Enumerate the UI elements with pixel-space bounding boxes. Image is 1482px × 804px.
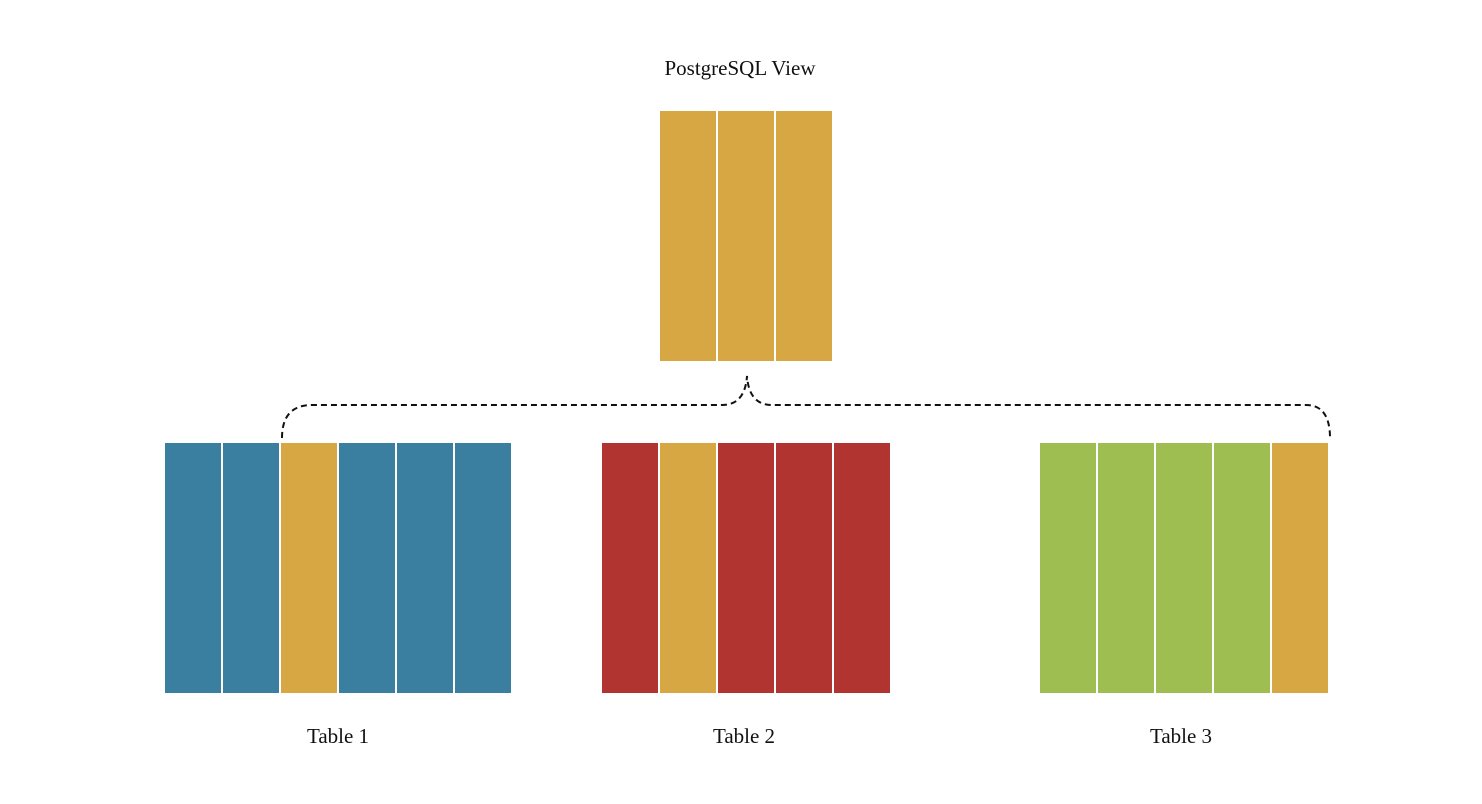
table-2-label: Table 2 (712, 724, 776, 748)
table-3-column-5-shared (1272, 443, 1328, 693)
table-1-column-6 (455, 443, 511, 693)
view-title: PostgreSQL View (664, 56, 816, 80)
table-1-columns (165, 443, 511, 693)
table-3-column-2 (1098, 443, 1154, 693)
table-1-label: Table 1 (306, 724, 370, 748)
view-column-1-shared (660, 111, 716, 361)
table-1-column-1 (165, 443, 221, 693)
table-3-label: Table 3 (1149, 724, 1213, 748)
table-3-column-1 (1040, 443, 1096, 693)
table-1-column-4 (339, 443, 395, 693)
table-3-columns (1040, 443, 1328, 693)
view-column-2-shared (718, 111, 774, 361)
table-2-column-1 (602, 443, 658, 693)
table-1-column-5 (397, 443, 453, 693)
table-2-column-4 (776, 443, 832, 693)
table-3-column-3 (1156, 443, 1212, 693)
view-column-3-shared (776, 111, 832, 361)
table-2-column-5 (834, 443, 890, 693)
table-1-column-2 (223, 443, 279, 693)
table-1-column-3-shared (281, 443, 337, 693)
table-3-column-4 (1214, 443, 1270, 693)
brace-connector-path (281, 375, 1331, 439)
table-2-column-3 (718, 443, 774, 693)
table-2-columns (602, 443, 890, 693)
view-columns (660, 111, 832, 361)
table-2-column-2-shared (660, 443, 716, 693)
